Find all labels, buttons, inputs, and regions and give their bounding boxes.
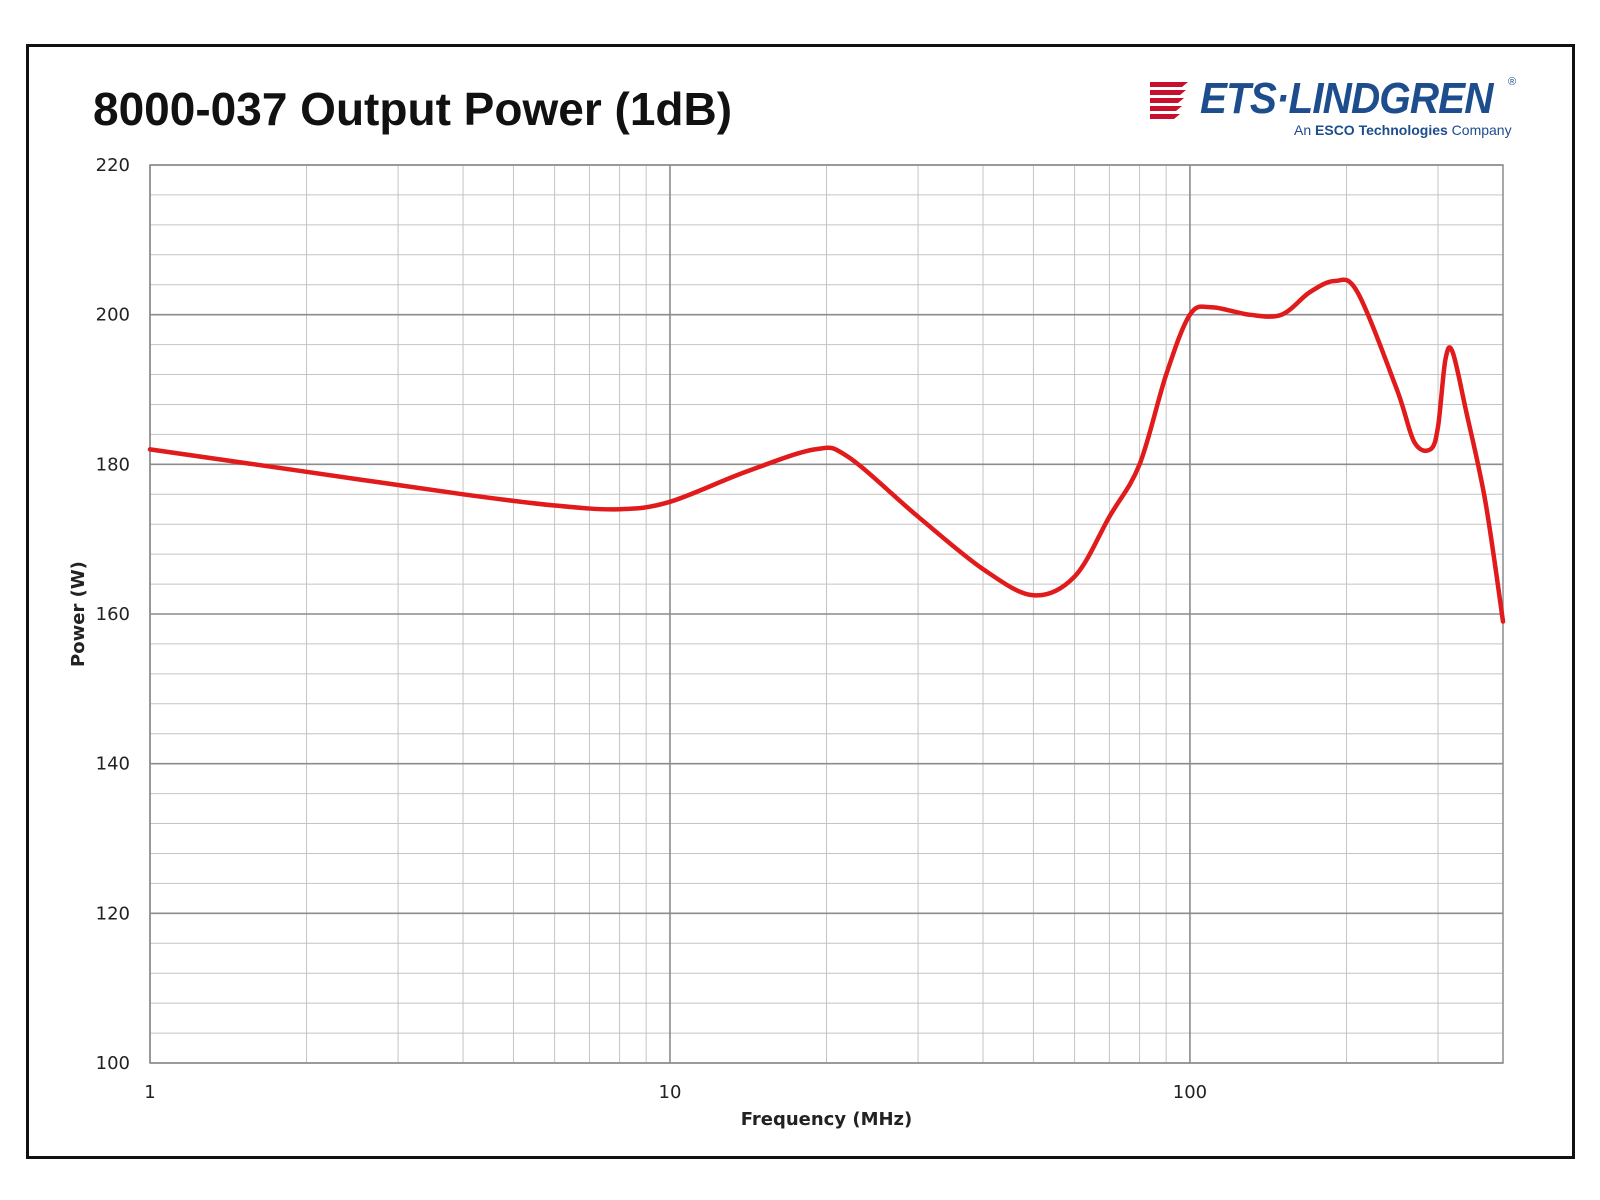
chart-frame — [26, 44, 1575, 1159]
y-axis-label: Power (W) — [68, 561, 89, 667]
x-tick-label: 100 — [1173, 1082, 1207, 1103]
x-axis-label: Frequency (MHz) — [741, 1109, 913, 1130]
y-tick-label: 220 — [96, 155, 130, 176]
x-axis-ticks: 1 10 100 — [144, 1082, 1207, 1103]
y-tick-label: 120 — [96, 903, 130, 924]
y-tick-label: 100 — [96, 1053, 130, 1074]
series-point — [916, 514, 921, 519]
chart-title: 8000-037 Output Power (1dB) — [93, 83, 733, 135]
series-point — [461, 492, 466, 497]
series-point — [744, 469, 748, 474]
series-point — [1187, 312, 1192, 317]
series-point — [1307, 290, 1312, 295]
series-point — [1394, 387, 1399, 392]
series-point — [1436, 424, 1440, 429]
series-point — [1279, 312, 1284, 317]
series-layer — [147, 277, 1506, 624]
series-point — [1464, 410, 1469, 414]
series-point — [1247, 312, 1252, 317]
x-tick-label: 1 — [144, 1082, 155, 1103]
logo-tagline-prefix: An — [1294, 122, 1316, 138]
series-point — [1450, 350, 1455, 355]
series-point — [1443, 357, 1448, 362]
y-axis-ticks: 100 120 140 160 180 200 220 — [96, 155, 130, 1074]
series-point — [1501, 619, 1505, 624]
series-point — [1107, 514, 1112, 519]
y-tick-label: 140 — [96, 754, 130, 775]
y-tick-label: 160 — [96, 604, 130, 625]
series-point — [1355, 290, 1360, 295]
logo-name: ETS·LINDGREN — [1200, 74, 1493, 123]
series-point — [812, 447, 817, 452]
series-point — [1332, 279, 1337, 283]
logo-tagline: An ESCO Technologies Company — [1294, 122, 1512, 138]
series-point — [1137, 462, 1142, 467]
series-point — [552, 503, 557, 508]
series-point — [668, 499, 672, 504]
logo-tagline-bold: ESCO Technologies — [1315, 122, 1448, 138]
y-tick-label: 180 — [96, 454, 130, 475]
logo-tagline-suffix: Company — [1447, 122, 1512, 138]
ets-lindgren-wave-icon — [1150, 82, 1188, 119]
series-point — [1072, 574, 1077, 579]
x-tick-label: 10 — [659, 1082, 682, 1103]
series-point — [1209, 305, 1214, 310]
ets-lindgren-logo: ETS·LINDGREN ® An ESCO Technologies Comp… — [1148, 74, 1518, 144]
series-point — [1164, 372, 1169, 377]
series-point — [846, 454, 850, 459]
series-point — [617, 507, 622, 512]
series-point — [304, 469, 309, 474]
series-point — [1031, 593, 1036, 598]
series-point — [1483, 499, 1488, 504]
series-point — [148, 447, 152, 452]
series-point — [1428, 447, 1433, 452]
series-point — [981, 567, 985, 572]
logo-registered-mark: ® — [1508, 76, 1517, 88]
series-point — [1412, 439, 1417, 444]
y-tick-label: 200 — [96, 305, 130, 326]
